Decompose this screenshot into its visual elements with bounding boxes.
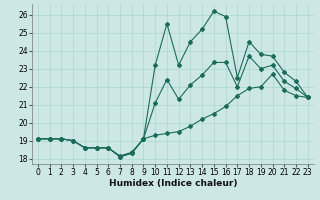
X-axis label: Humidex (Indice chaleur): Humidex (Indice chaleur) bbox=[108, 179, 237, 188]
